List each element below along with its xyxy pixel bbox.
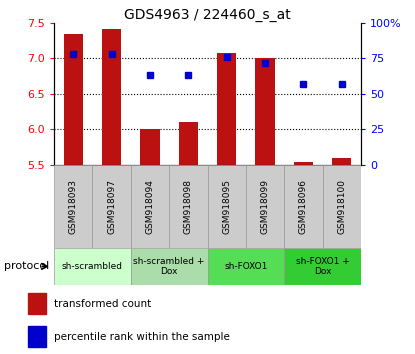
- Text: GSM918096: GSM918096: [299, 179, 308, 234]
- Bar: [208, 248, 284, 285]
- Bar: [256, 58, 275, 165]
- Text: GSM918093: GSM918093: [68, 179, 78, 234]
- Bar: [102, 29, 121, 165]
- Text: protocol: protocol: [4, 261, 49, 272]
- Bar: [131, 248, 208, 285]
- Bar: [28, 293, 46, 314]
- Text: GSM918100: GSM918100: [337, 179, 347, 234]
- Bar: [54, 165, 93, 248]
- Text: percentile rank within the sample: percentile rank within the sample: [54, 331, 230, 342]
- Bar: [294, 162, 313, 165]
- Text: GSM918095: GSM918095: [222, 179, 231, 234]
- Bar: [246, 165, 284, 248]
- Bar: [332, 158, 352, 165]
- Bar: [54, 248, 131, 285]
- Bar: [63, 34, 83, 165]
- Text: GSM918097: GSM918097: [107, 179, 116, 234]
- Bar: [131, 165, 169, 248]
- Bar: [140, 129, 159, 165]
- Bar: [169, 165, 208, 248]
- Text: GSM918098: GSM918098: [184, 179, 193, 234]
- Title: GDS4963 / 224460_s_at: GDS4963 / 224460_s_at: [124, 8, 291, 22]
- Text: transformed count: transformed count: [54, 299, 151, 309]
- Text: GSM918099: GSM918099: [261, 179, 270, 234]
- Bar: [217, 53, 236, 165]
- Bar: [323, 165, 361, 248]
- Text: sh-scrambled +
Dox: sh-scrambled + Dox: [134, 257, 205, 276]
- Text: sh-scrambled: sh-scrambled: [62, 262, 123, 271]
- Bar: [284, 165, 323, 248]
- Bar: [284, 248, 361, 285]
- Bar: [208, 165, 246, 248]
- Bar: [93, 165, 131, 248]
- Text: sh-FOXO1: sh-FOXO1: [224, 262, 268, 271]
- Bar: [179, 122, 198, 165]
- Text: sh-FOXO1 +
Dox: sh-FOXO1 + Dox: [296, 257, 349, 276]
- Text: GSM918094: GSM918094: [145, 179, 154, 234]
- Bar: [28, 326, 46, 347]
